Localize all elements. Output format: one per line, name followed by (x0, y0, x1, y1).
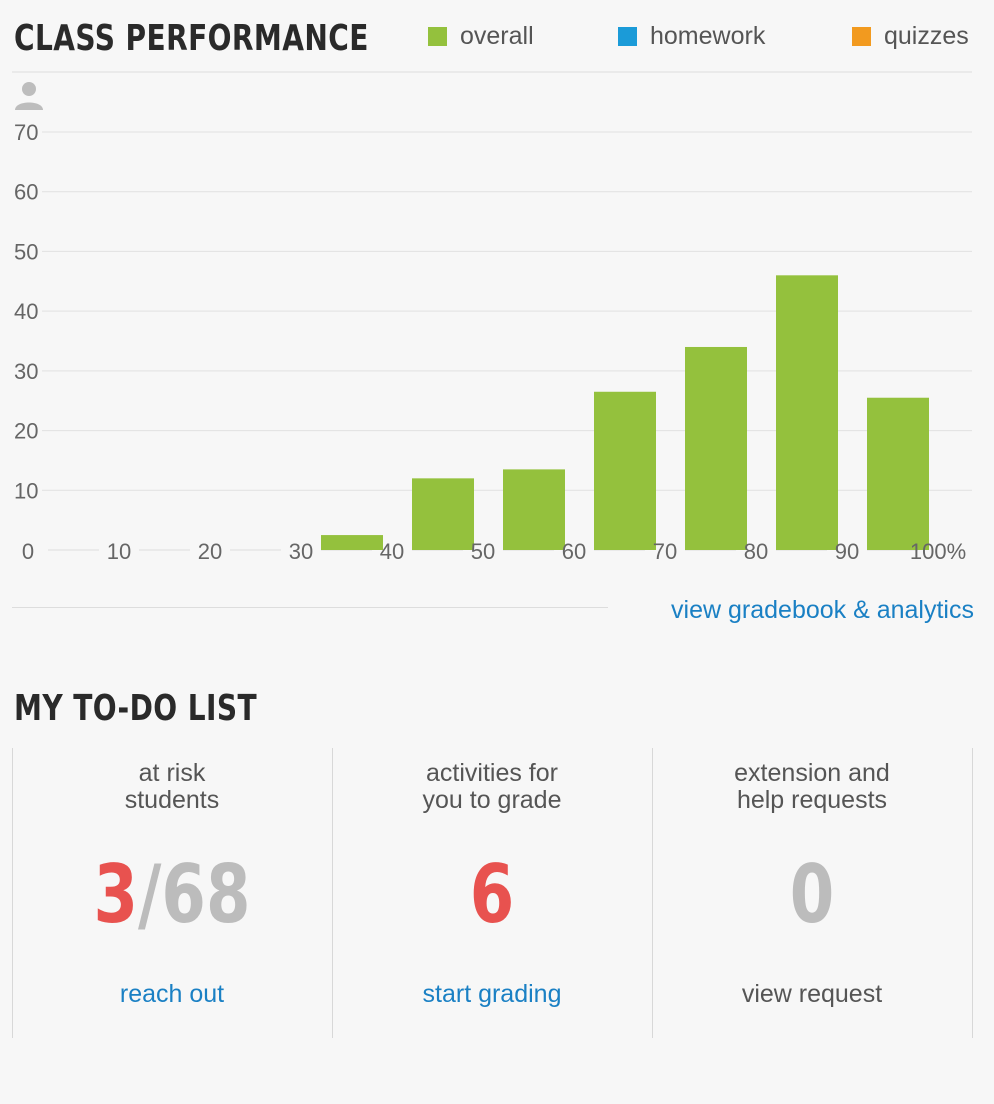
reach-out-link[interactable]: reach out (119, 980, 225, 1008)
legend-homework-label: homework (650, 22, 766, 50)
y-tick-label: 10 (14, 478, 38, 503)
class-performance-chart: 70 60 50 40 30 20 10 0 10 20 30 40 50 60 70 80 90 100% (12, 71, 972, 564)
y-tick-label: 30 (14, 359, 38, 384)
legend-overall[interactable]: overall (428, 22, 534, 51)
x-axis: 0 10 20 30 40 50 60 70 80 90 100% (22, 539, 966, 564)
legend-homework-swatch (618, 27, 637, 46)
bar-70-80[interactable] (685, 346, 747, 550)
requests-number: 0 (789, 848, 835, 941)
at-risk-number: 3 (93, 848, 139, 941)
x-tick-label: 100% (910, 539, 966, 564)
y-tick-label: 50 (14, 239, 38, 264)
requests-count: 0 (684, 848, 940, 941)
y-axis: 70 60 50 40 30 20 10 (14, 120, 38, 503)
bar-80-90[interactable] (776, 275, 838, 550)
view-gradebook-link[interactable]: view gradebook & analytics (671, 596, 974, 624)
at-risk-count: 3/68 (44, 848, 300, 941)
person-icon (15, 82, 43, 110)
legend-overall-label: overall (460, 22, 534, 50)
todo-divider (652, 748, 653, 1038)
todo-label-line1: extension and (734, 759, 890, 787)
bar-30-40[interactable] (321, 535, 383, 550)
x-tick-label: 40 (380, 539, 404, 564)
todo-divider (12, 748, 13, 1038)
todo-label: extension and help requests (652, 760, 972, 814)
x-tick-label: 90 (835, 539, 859, 564)
y-tick-label: 40 (14, 299, 38, 324)
y-tick-label: 20 (14, 419, 38, 444)
start-grading-link[interactable]: start grading (422, 980, 562, 1008)
todo-label: activities for you to grade (332, 760, 652, 814)
x-tick-label: 20 (198, 539, 222, 564)
x-tick-label: 80 (744, 539, 768, 564)
todo-label-line2: you to grade (422, 786, 562, 814)
todo-label-line1: at risk (138, 759, 206, 787)
todo-divider (332, 748, 333, 1038)
todo-grading: activities for you to grade 6 start grad… (332, 748, 652, 1038)
todo-at-risk: at risk students 3/68 reach out (12, 748, 332, 1038)
chart-bars (321, 275, 929, 550)
y-tick-label: 70 (14, 120, 38, 145)
x-tick-label: 50 (471, 539, 495, 564)
todo-label-line2: help requests (736, 786, 888, 814)
todo-label: at risk students (12, 760, 332, 814)
bar-60-70[interactable] (594, 391, 656, 550)
grading-count: 6 (364, 848, 620, 941)
todo-title: MY TO-DO LIST (14, 688, 258, 729)
x-tick-label: 30 (289, 539, 313, 564)
legend-quizzes-label: quizzes (884, 22, 969, 50)
x-tick-label: 10 (107, 539, 131, 564)
bar-50-60[interactable] (503, 469, 565, 550)
todo-divider-right (972, 748, 973, 1038)
x-tick-label: 70 (653, 539, 677, 564)
todo-label-line2: students (124, 786, 220, 814)
legend-homework[interactable]: homework (618, 22, 765, 51)
grading-number: 6 (469, 848, 515, 941)
x-tick-label: 0 (22, 539, 34, 564)
x-tick-label: 60 (562, 539, 586, 564)
class-performance-title: CLASS PERFORMANCE (14, 18, 369, 59)
footer-divider (12, 607, 608, 608)
legend-quizzes-swatch (852, 27, 871, 46)
bar-90-100[interactable] (867, 397, 929, 550)
todo-requests: extension and help requests 0 view reque… (652, 748, 972, 1038)
total-students: /68 (138, 848, 251, 941)
bar-40-50[interactable] (412, 478, 474, 550)
y-tick-label: 60 (14, 180, 38, 205)
legend-overall-swatch (428, 27, 447, 46)
todo-label-line1: activities for (426, 759, 558, 787)
legend-quizzes[interactable]: quizzes (852, 22, 969, 51)
view-request-link[interactable]: view request (741, 980, 883, 1008)
